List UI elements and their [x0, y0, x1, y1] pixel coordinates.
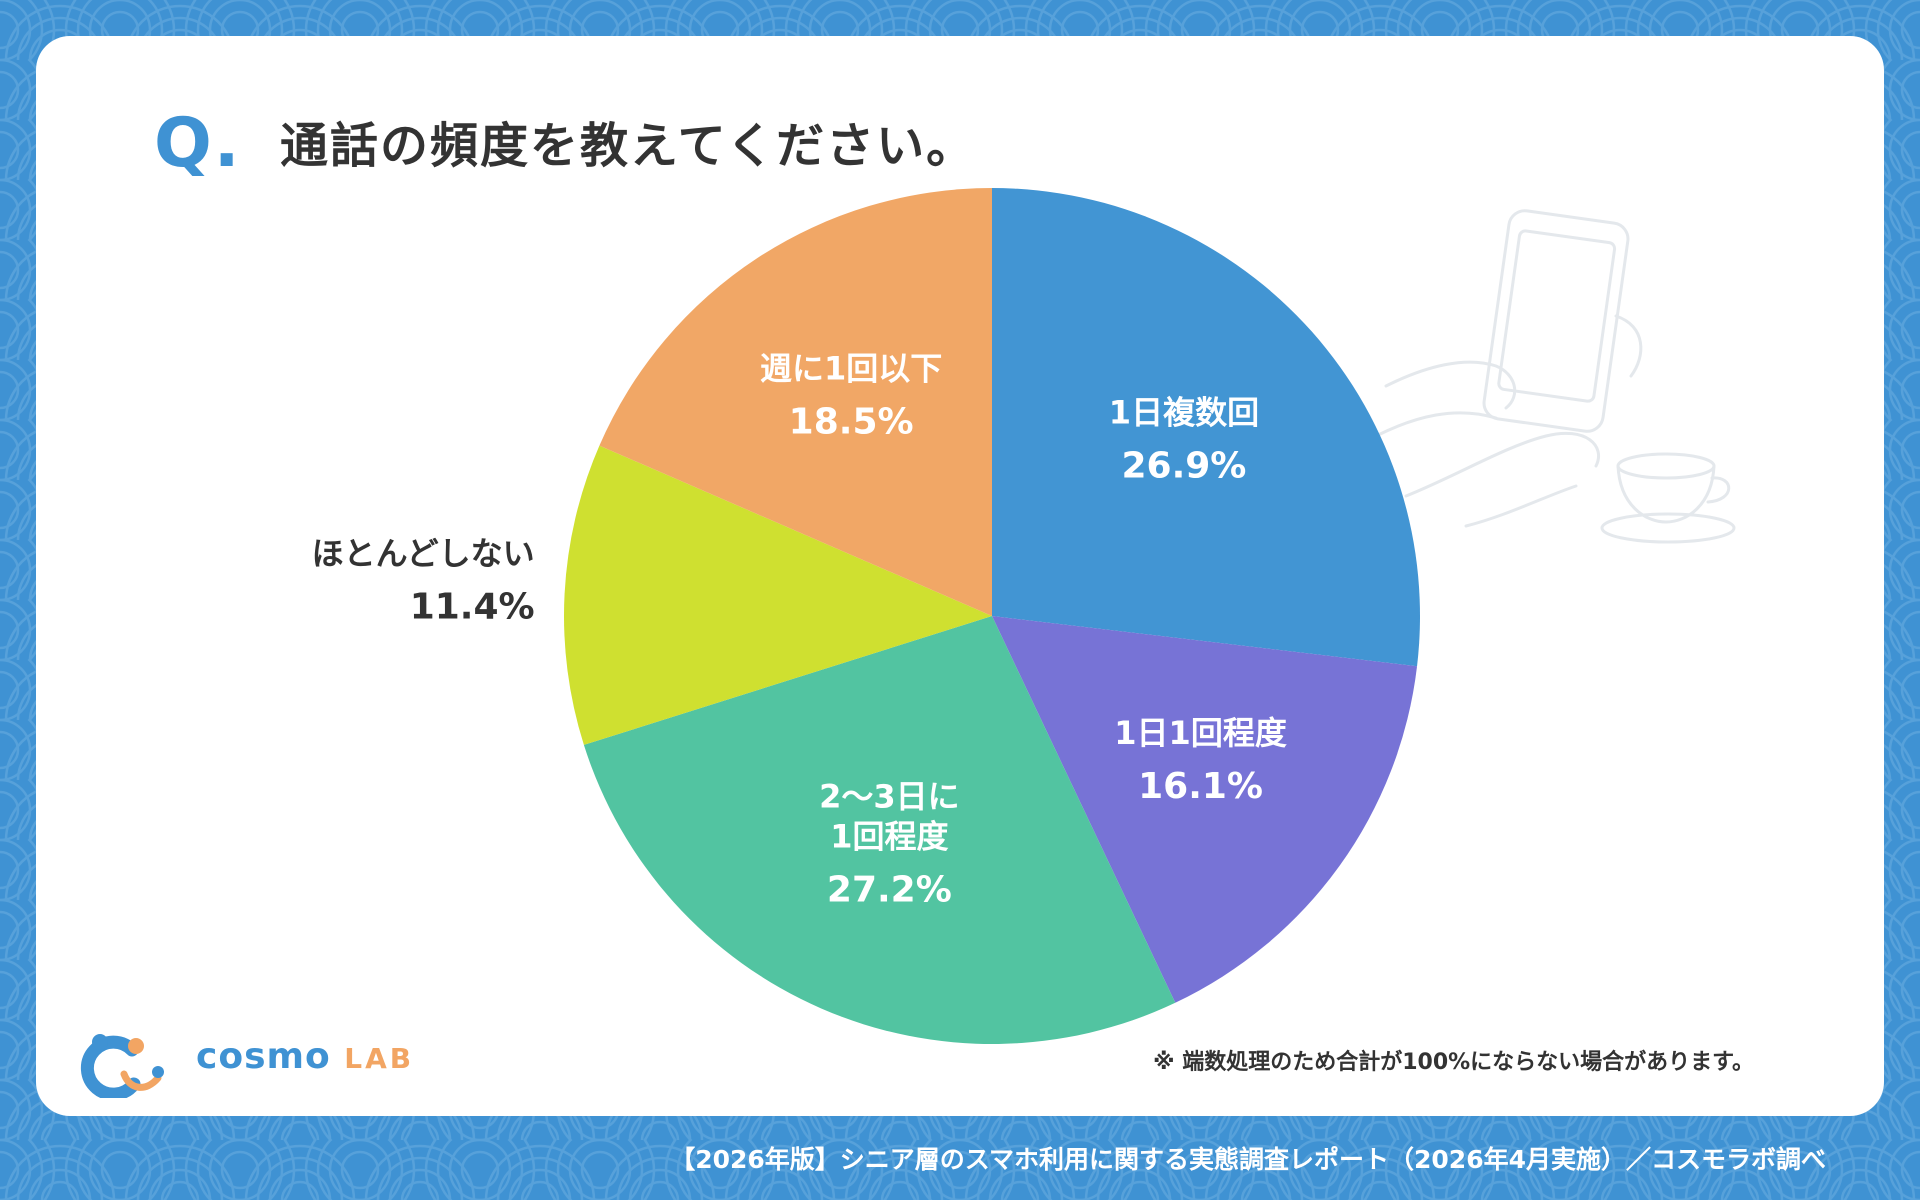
pie-value-label-1: 26.9% — [1121, 445, 1246, 486]
teacup-illustration — [1600, 452, 1736, 544]
pie-category-label-2: 1日1回程度 — [1114, 714, 1287, 752]
question-title: 通話の頻度を教えてください。 — [280, 118, 977, 174]
pie-slice-4 — [564, 445, 992, 745]
cosmo-lab-logo: cosmo LAB — [70, 1028, 411, 1098]
rounding-note: ※ 端数処理のため合計が100%にならない場合があります。 — [1153, 1050, 1754, 1075]
phone-hand-illustration — [1374, 209, 1643, 528]
pie-value-label-2: 16.1% — [1138, 766, 1263, 807]
main-card: Q. 通話の頻度を教えてください。 1日複数回 26.9% 1日1回程度 16.1% 2… — [36, 36, 1884, 1116]
pie-slice-2 — [992, 616, 1418, 1003]
pie-slice-5 — [599, 188, 992, 616]
pie-value-label-4: 11.4% — [410, 586, 535, 627]
pie-category-label-3: 1回程度 — [830, 817, 948, 855]
cosmo-lab-logo-icon — [80, 1034, 164, 1098]
question-mark-label: Q. — [154, 104, 242, 183]
footer-source: 【2026年版】シニア層のスマホ利用に関する実態調査レポート（2026年4月実施… — [670, 1145, 1826, 1174]
logo-wordmark: cosmo LAB — [196, 1036, 414, 1077]
pie-slice-1 — [992, 188, 1420, 667]
pie-value-label-5: 18.5% — [789, 401, 914, 442]
pie-category-label-4: ほとんどしない — [312, 534, 535, 572]
logo-name: cosmo — [196, 1036, 331, 1077]
pie-slice-3 — [583, 616, 1176, 1044]
pie-category-label-3: 2～3日に — [819, 777, 960, 815]
logo-suffix: LAB — [344, 1042, 415, 1075]
pie-value-label-3: 27.2% — [827, 869, 952, 910]
pie-category-label-5: 週に1回以下 — [760, 349, 942, 387]
pie-category-label-1: 1日複数回 — [1109, 393, 1259, 431]
